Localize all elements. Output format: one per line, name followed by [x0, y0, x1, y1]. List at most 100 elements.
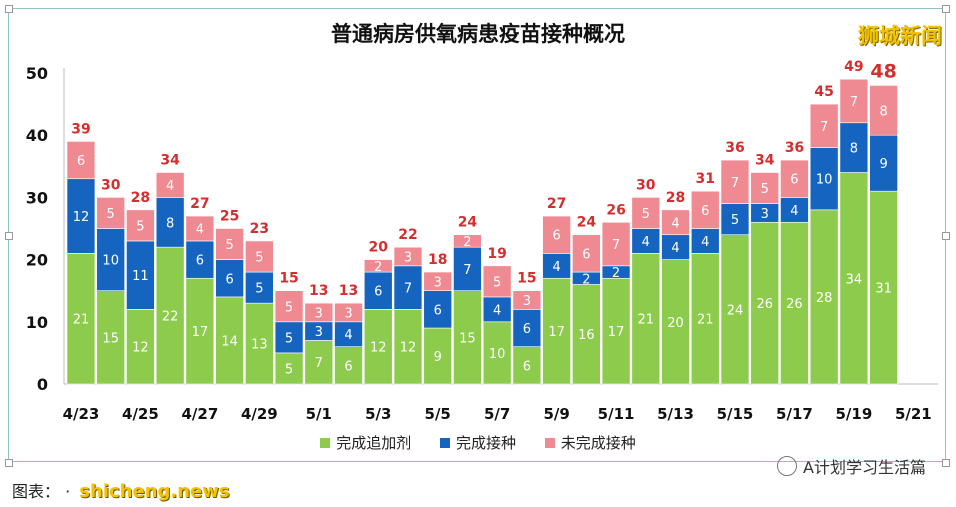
data-label: 12: [370, 341, 387, 356]
bar-segment: [96, 290, 125, 385]
legend-swatch-booster: [320, 437, 331, 448]
data-label: 6: [434, 303, 442, 318]
total-label: 15: [517, 271, 536, 287]
bar-segment: [869, 190, 898, 385]
data-label: 5: [225, 238, 233, 253]
wechat-account: A计划学习生活篇: [777, 454, 926, 478]
data-label: 16: [578, 328, 595, 343]
x-tick-label: 5/15: [717, 405, 754, 423]
bar-segment: [542, 253, 571, 279]
total-label: 15: [279, 271, 298, 287]
data-label: 5: [136, 219, 144, 234]
data-label: 7: [612, 238, 620, 253]
bar-segment: [809, 209, 839, 385]
data-label: 14: [221, 334, 238, 349]
data-label: 13: [251, 338, 268, 353]
data-label: 8: [879, 104, 887, 119]
legend-label-vaccinated: 完成接种: [455, 434, 516, 452]
resize-handle-right[interactable]: [942, 232, 950, 240]
bar-segment: [66, 141, 96, 180]
data-label: 2: [374, 260, 382, 275]
data-label: 4: [642, 235, 650, 250]
data-label: 6: [196, 254, 204, 269]
resize-handle-bottom-right[interactable]: [942, 459, 950, 467]
bar-segment: [601, 221, 631, 267]
footer-middle: ·: [65, 482, 71, 501]
x-tick-label: 4/27: [181, 405, 218, 423]
data-label: 8: [850, 142, 858, 157]
data-label: 7: [731, 176, 739, 191]
bar-segment: [363, 309, 393, 385]
legend: 完成追加剂 完成接种 未完成接种: [0, 432, 956, 453]
data-label: 6: [701, 204, 709, 219]
data-label: 20: [667, 316, 684, 331]
data-label: 5: [285, 362, 293, 377]
resize-handle-left[interactable]: [5, 232, 13, 240]
total-label: 34: [755, 153, 775, 169]
legend-label-booster: 完成追加剂: [336, 434, 412, 452]
data-label: 21: [697, 313, 714, 328]
bar-segment: [512, 309, 542, 347]
data-label: 10: [816, 173, 833, 188]
data-label: 17: [548, 325, 565, 340]
data-label: 5: [255, 250, 263, 265]
data-label: 26: [756, 297, 773, 312]
data-label: 7: [404, 282, 412, 297]
total-label: 34: [160, 153, 180, 169]
bar-segment: [661, 234, 690, 260]
bar-segment: [185, 277, 215, 385]
data-label: 4: [701, 235, 709, 250]
chart-title: 普通病房供氧病患疫苗接种概况: [331, 22, 625, 46]
y-tick-label: 50: [26, 64, 48, 83]
total-label: 22: [398, 227, 417, 243]
data-label: 4: [166, 179, 174, 194]
x-tick-label: 5/1: [306, 405, 332, 423]
total-label: 26: [606, 202, 625, 218]
resize-handle-bottom-left[interactable]: [5, 459, 13, 467]
bar-segment: [96, 228, 125, 292]
data-label: 7: [820, 120, 828, 135]
bar-segment: [215, 228, 244, 260]
total-label: 28: [131, 190, 150, 206]
resize-handle-top-right[interactable]: [942, 5, 950, 13]
legend-item-booster: 完成追加剂: [320, 432, 411, 453]
bar-segment: [572, 234, 601, 273]
total-label: 31: [696, 171, 715, 187]
data-label: 6: [77, 154, 85, 169]
bar-segment: [720, 203, 750, 236]
bar-segment: [155, 197, 185, 248]
data-label: 3: [434, 275, 442, 290]
data-label: 5: [731, 213, 739, 228]
bar-segment: [126, 309, 155, 385]
data-label: 11: [132, 269, 149, 284]
data-label: 5: [642, 207, 650, 222]
bar-segment: [453, 234, 482, 248]
data-label: 4: [344, 328, 352, 343]
x-tick-label: 5/13: [657, 405, 694, 423]
bar-segment: [542, 215, 571, 254]
data-label: 6: [790, 173, 798, 188]
data-label: 2: [463, 235, 471, 250]
bar-segment: [245, 240, 274, 273]
bar-segment: [274, 321, 304, 354]
y-tick-label: 10: [26, 313, 48, 332]
bar-segment: [542, 277, 571, 385]
bar-segment: [482, 296, 512, 323]
data-label: 6: [523, 359, 531, 374]
bar-segment: [304, 340, 334, 385]
bar-segment: [869, 85, 898, 136]
bar-segment: [482, 265, 512, 298]
data-label: 21: [73, 313, 90, 328]
resize-handle-top-left[interactable]: [5, 5, 13, 13]
total-label: 27: [190, 196, 209, 212]
bar-segment: [126, 209, 155, 242]
bar-segment: [690, 228, 720, 254]
y-tick-label: 40: [26, 126, 48, 145]
bar-segment: [245, 271, 274, 304]
legend-label-unvaccinated: 未完成接种: [560, 434, 636, 452]
data-label: 3: [404, 250, 412, 265]
total-label: 25: [220, 209, 239, 225]
total-label: 28: [666, 190, 685, 206]
x-tick-label: 5/9: [543, 405, 569, 423]
